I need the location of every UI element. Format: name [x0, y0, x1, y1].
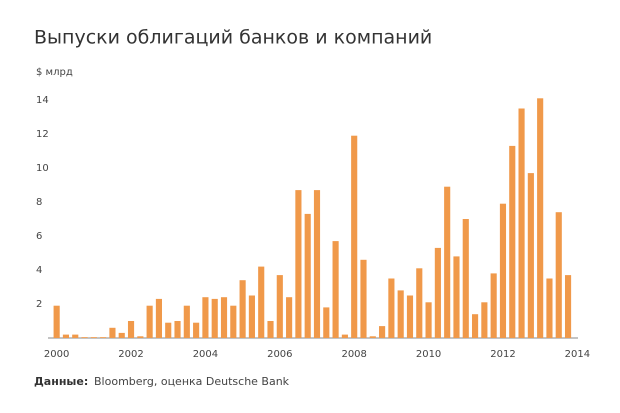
bar [276, 275, 283, 338]
bar [564, 275, 572, 338]
bar [332, 241, 339, 338]
x-tick-label: 2002 [118, 349, 143, 360]
bar [90, 337, 97, 338]
bar [518, 108, 525, 338]
bar [295, 190, 302, 338]
y-tick-label: 6 [36, 231, 42, 242]
bar [183, 305, 190, 338]
bar [230, 305, 237, 338]
x-tick-label: 2008 [341, 349, 366, 360]
bar [193, 322, 200, 338]
bar [453, 256, 460, 338]
bar [137, 336, 144, 338]
bar [425, 302, 432, 338]
bar [416, 268, 423, 338]
bar [211, 298, 218, 338]
bar [546, 278, 553, 338]
bar [155, 298, 162, 338]
chart-title: Выпуски облигаций банков и компаний [34, 27, 432, 49]
bar [555, 212, 562, 338]
bar [127, 321, 135, 338]
bar [434, 247, 441, 338]
x-tick-label: 2004 [193, 349, 218, 360]
bar [499, 203, 507, 338]
bar [341, 334, 348, 338]
bar [444, 186, 451, 338]
bar [81, 337, 88, 338]
bar [174, 321, 181, 338]
source-label: Данные: [34, 375, 88, 388]
bar [509, 145, 516, 338]
bar [527, 173, 534, 338]
bar [248, 295, 255, 338]
bar [369, 336, 376, 338]
y-axis-label: $ млрд [36, 67, 73, 78]
bar [351, 135, 358, 338]
bar [62, 334, 70, 338]
bar [323, 307, 330, 338]
x-tick-label: 2014 [565, 349, 590, 360]
bar [220, 297, 228, 338]
bar [379, 326, 386, 338]
bar [286, 297, 293, 338]
bar [397, 290, 404, 338]
y-tick-label: 4 [36, 265, 42, 276]
bar [406, 295, 414, 338]
x-tick-label: 2000 [44, 349, 69, 360]
bar [481, 302, 488, 338]
bar [490, 273, 497, 338]
x-tick-label: 2006 [267, 349, 292, 360]
bar [239, 280, 246, 338]
source: Bloomberg, оценка Deutsche Bank [94, 375, 290, 388]
bar [462, 219, 469, 338]
bar [313, 190, 321, 338]
bar [100, 337, 107, 338]
bar [388, 278, 395, 338]
y-tick-label: 12 [36, 129, 49, 140]
bar [165, 322, 172, 338]
x-tick-label: 2012 [490, 349, 515, 360]
x-tick-label: 2010 [416, 349, 441, 360]
bar [537, 98, 544, 338]
bar [202, 297, 209, 338]
bar [472, 314, 479, 338]
bar [360, 259, 367, 338]
y-tick-label: 8 [36, 197, 42, 208]
bar [109, 327, 116, 338]
bar [146, 305, 153, 338]
y-tick-label: 2 [36, 299, 42, 310]
bar [258, 266, 265, 338]
y-tick-label: 14 [36, 95, 49, 106]
bar [267, 321, 274, 338]
y-tick-label: 10 [36, 163, 49, 174]
bar [304, 213, 311, 338]
bar [72, 334, 79, 338]
bar [118, 332, 125, 338]
bar [53, 305, 60, 338]
